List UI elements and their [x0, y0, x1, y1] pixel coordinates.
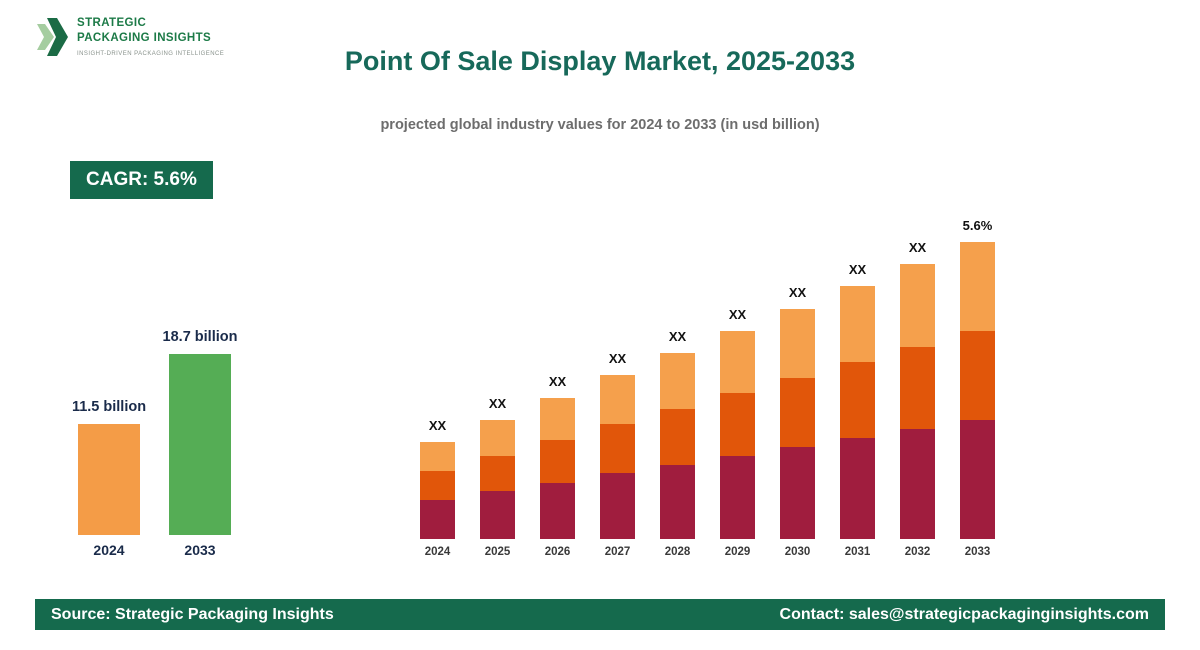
- comparison-year-label: 2024: [93, 542, 125, 558]
- logo: STRATEGIC PACKAGING INSIGHTS INSIGHT-DRI…: [35, 16, 224, 58]
- projection-value-label: XX: [848, 262, 867, 277]
- segment-top-light-orange: [780, 309, 815, 378]
- growth-comparison-chart: 11.5 billion 2024 18.7 billion 2033: [72, 329, 238, 558]
- segment-bottom-maroon: [420, 500, 455, 539]
- segment-top-light-orange: [960, 242, 995, 332]
- comparison-value-label: 11.5 billion: [71, 399, 147, 415]
- segment-middle-orange-red: [960, 331, 995, 421]
- segment-middle-orange-red: [900, 346, 935, 429]
- projection-bar-2026: XX 2026: [540, 374, 575, 558]
- segment-top-light-orange: [660, 353, 695, 409]
- projection-value-label: XX: [668, 329, 687, 344]
- projection-value-label: XX: [788, 285, 807, 300]
- projection-bar-2028: XX 2028: [660, 329, 695, 558]
- projection-year-label: 2027: [604, 546, 631, 558]
- logo-chevron-icon: [37, 18, 68, 56]
- segment-middle-orange-red: [540, 440, 575, 483]
- segment-top-light-orange: [900, 264, 935, 347]
- segment-bottom-maroon: [660, 464, 695, 539]
- logo-tagline: INSIGHT-DRIVEN PACKAGING INTELLIGENCE: [77, 50, 225, 57]
- logo-text: STRATEGIC PACKAGING INSIGHTS INSIGHT-DRI…: [77, 16, 224, 57]
- projection-value-label: XX: [908, 240, 927, 255]
- projection-bar-2027: XX 2027: [600, 351, 635, 558]
- projection-value-label: XX: [488, 396, 507, 411]
- projection-stacked-bar: [780, 309, 815, 539]
- projection-stacked-bar: [480, 420, 515, 539]
- projection-bar-2024: XX 2024: [420, 418, 455, 558]
- projection-year-label: 2025: [484, 546, 511, 558]
- projection-year-label: 2028: [664, 546, 691, 558]
- segment-bottom-maroon: [540, 482, 575, 539]
- segment-top-light-orange: [420, 442, 455, 472]
- logo-line1: STRATEGIC: [77, 17, 147, 29]
- projection-stacked-bar: [960, 242, 995, 539]
- projection-year-label: 2032: [904, 546, 931, 558]
- comparison-bar-2033: 18.7 billion 2033: [163, 329, 238, 558]
- segment-middle-orange-red: [840, 361, 875, 438]
- segment-middle-orange-red: [420, 471, 455, 501]
- segment-top-light-orange: [480, 420, 515, 456]
- page-subtitle: projected global industry values for 202…: [380, 117, 820, 133]
- projection-bar-2032: XX 2032: [900, 240, 935, 558]
- footer-contact: Contact: sales@strategicpackaginginsight…: [779, 605, 1149, 623]
- cagr-badge: CAGR: 5.6%: [70, 161, 213, 199]
- projection-stacked-bar: [660, 353, 695, 539]
- projection-year-label: 2024: [424, 546, 451, 558]
- projection-year-label: 2029: [724, 546, 751, 558]
- segment-middle-orange-red: [480, 455, 515, 492]
- projection-year-label: 2030: [784, 546, 811, 558]
- projection-bar-2030: XX 2030: [780, 285, 815, 558]
- projection-value-label: XX: [608, 351, 627, 366]
- comparison-bar: [78, 424, 140, 535]
- comparison-value-label: 18.7 billion: [162, 329, 238, 345]
- comparison-bar-2024: 11.5 billion 2024: [72, 399, 146, 558]
- footer-source: Source: Strategic Packaging Insights: [51, 605, 334, 623]
- segment-middle-orange-red: [720, 393, 755, 456]
- projection-stacked-bar: [600, 375, 635, 539]
- footer-bar: Source: Strategic Packaging Insights Con…: [35, 599, 1165, 630]
- projection-value-label: XX: [428, 418, 447, 433]
- stacked-projection-chart: XX 2024 XX 2025 XX 2026 XX 2027 XX 2028 XX 2029 XX 20…: [420, 218, 995, 558]
- projection-value-label: 5.6%: [962, 218, 993, 233]
- segment-bottom-maroon: [600, 473, 635, 539]
- page-title: Point Of Sale Display Market, 2025-2033: [344, 46, 856, 76]
- segment-top-light-orange: [840, 286, 875, 362]
- projection-value-label: XX: [728, 307, 747, 322]
- segment-middle-orange-red: [600, 424, 635, 474]
- segment-bottom-maroon: [960, 420, 995, 539]
- comparison-bar: [169, 354, 231, 535]
- segment-middle-orange-red: [660, 408, 695, 465]
- segment-top-light-orange: [720, 331, 755, 394]
- segment-top-light-orange: [540, 398, 575, 441]
- projection-bar-2025: XX 2025: [480, 396, 515, 558]
- projection-stacked-bar: [900, 264, 935, 539]
- projection-stacked-bar: [540, 398, 575, 539]
- projection-year-label: 2033: [964, 546, 991, 558]
- projection-bar-2029: XX 2029: [720, 307, 755, 558]
- projection-bar-2031: XX 2031: [840, 262, 875, 558]
- comparison-year-label: 2033: [184, 542, 216, 558]
- projection-value-label: XX: [548, 374, 567, 389]
- segment-bottom-maroon: [780, 447, 815, 539]
- segment-bottom-maroon: [720, 455, 755, 539]
- projection-year-label: 2031: [844, 546, 871, 558]
- segment-middle-orange-red: [780, 378, 815, 447]
- projection-stacked-bar: [420, 442, 455, 539]
- projection-stacked-bar: [840, 286, 875, 539]
- projection-stacked-bar: [720, 331, 755, 539]
- segment-bottom-maroon: [900, 429, 935, 539]
- projection-year-label: 2026: [544, 546, 571, 558]
- projection-bar-2033: 5.6% 2033: [960, 218, 995, 558]
- segment-bottom-maroon: [840, 437, 875, 539]
- logo-line2: PACKAGING INSIGHTS: [77, 31, 212, 44]
- segment-top-light-orange: [600, 375, 635, 425]
- segment-bottom-maroon: [480, 491, 515, 539]
